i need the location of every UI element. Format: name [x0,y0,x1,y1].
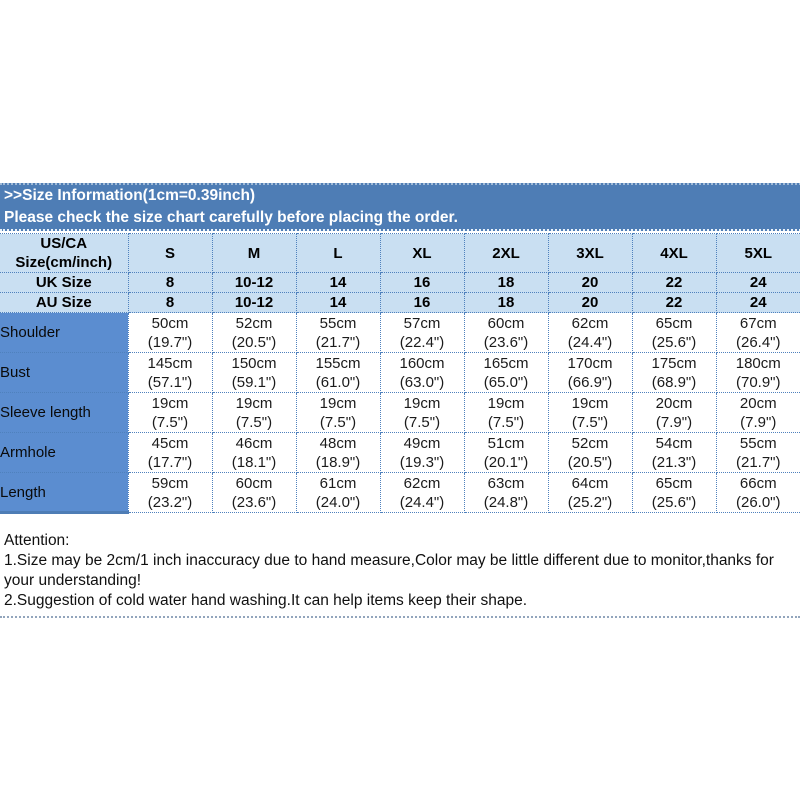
attention-note-2: 2.Suggestion of cold water hand washing.… [4,592,528,609]
size-header-xl: XL [379,233,465,273]
table-row-shoulder: Shoulder 50cm (19.7") 52cm (20.5") 55cm … [0,312,800,353]
measure-cell: 160cm (63.0") [379,352,465,393]
measure-cell: 54cm (21.3") [631,432,717,473]
measure-cell: 55cm (21.7") [715,432,800,473]
measure-cell: 60cm (23.6") [211,472,297,513]
measure-cell: 50cm (19.7") [127,312,213,353]
measure-cell: 59cm (23.2") [127,472,213,513]
measure-cell: 19cm (7.5") [295,392,381,433]
uk-size-value: 24 [715,272,800,293]
measure-cell: 20cm (7.9") [715,392,800,433]
measure-label-shoulder: Shoulder [0,312,129,353]
measure-cell: 155cm (61.0") [295,352,381,393]
size-chart-table: US/CA Size(cm/inch) S M L XL 2XL 3XL 4XL… [0,233,800,514]
size-header-m: M [211,233,297,273]
au-size-value: 16 [379,292,465,313]
uk-size-value: 14 [295,272,381,293]
measure-cell: 48cm (18.9") [295,432,381,473]
banner-title: >>Size Information(1cm=0.39inch) [4,187,256,204]
measure-cell: 65cm (25.6") [631,472,717,513]
measure-cell: 52cm (20.5") [211,312,297,353]
size-header-5xl: 5XL [715,233,800,273]
au-size-value: 22 [631,292,717,313]
au-size-value: 20 [547,292,633,313]
au-size-value: 14 [295,292,381,313]
measure-cell: 19cm (7.5") [547,392,633,433]
attention-title: Attention: [4,532,70,549]
attention-notes: Attention: 1.Size may be 2cm/1 inch inac… [4,531,796,611]
au-size-value: 18 [463,292,549,313]
measure-label-length: Length [0,472,129,514]
measure-cell: 60cm (23.6") [463,312,549,353]
measure-cell: 45cm (17.7") [127,432,213,473]
measure-cell: 165cm (65.0") [463,352,549,393]
measure-cell: 65cm (25.6") [631,312,717,353]
table-row-uk-size: UK Size 8 10-12 14 16 18 20 22 24 [0,272,800,293]
table-row-size-headers: US/CA Size(cm/inch) S M L XL 2XL 3XL 4XL… [0,233,800,273]
measure-cell: 51cm (20.1") [463,432,549,473]
measure-cell: 52cm (20.5") [547,432,633,473]
measure-cell: 19cm (7.5") [463,392,549,433]
measure-cell: 19cm (7.5") [211,392,297,433]
uk-size-value: 18 [463,272,549,293]
measure-cell: 19cm (7.5") [127,392,213,433]
uk-size-label: UK Size [0,272,129,293]
size-header-3xl: 3XL [547,233,633,273]
measure-cell: 46cm (18.1") [211,432,297,473]
au-size-value: 24 [715,292,800,313]
uk-size-value: 8 [127,272,213,293]
size-header-l: L [295,233,381,273]
table-row-length: Length 59cm (23.2") 60cm (23.6") 61cm (2… [0,472,800,514]
measure-cell: 66cm (26.0") [715,472,800,513]
measure-cell: 180cm (70.9") [715,352,800,393]
table-row-armhole: Armhole 45cm (17.7") 46cm (18.1") 48cm (… [0,432,800,473]
table-row-au-size: AU Size 8 10-12 14 16 18 20 22 24 [0,292,800,313]
au-size-value: 10-12 [211,292,297,313]
uk-size-value: 22 [631,272,717,293]
measure-cell: 67cm (26.4") [715,312,800,353]
measure-cell: 19cm (7.5") [379,392,465,433]
uk-size-value: 10-12 [211,272,297,293]
measure-cell: 145cm (57.1") [127,352,213,393]
attention-note-1: 1.Size may be 2cm/1 inch inaccuracy due … [4,552,774,589]
measure-cell: 62cm (24.4") [379,472,465,513]
size-header-4xl: 4XL [631,233,717,273]
size-header-s: S [127,233,213,273]
uk-size-value: 20 [547,272,633,293]
au-size-value: 8 [127,292,213,313]
measure-cell: 170cm (66.9") [547,352,633,393]
measure-cell: 64cm (25.2") [547,472,633,513]
measure-cell: 63cm (24.8") [463,472,549,513]
table-row-bust: Bust 145cm (57.1") 150cm (59.1") 155cm (… [0,352,800,393]
measure-cell: 55cm (21.7") [295,312,381,353]
measure-cell: 62cm (24.4") [547,312,633,353]
size-header-2xl: 2XL [463,233,549,273]
measure-label-sleeve-length: Sleeve length [0,392,129,433]
uk-size-value: 16 [379,272,465,293]
table-row-sleeve-length: Sleeve length 19cm (7.5") 19cm (7.5") 19… [0,392,800,433]
corner-header-cell: US/CA Size(cm/inch) [0,233,129,273]
measure-cell: 57cm (22.4") [379,312,465,353]
measure-cell: 150cm (59.1") [211,352,297,393]
measure-label-armhole: Armhole [0,432,129,473]
measure-label-bust: Bust [0,352,129,393]
bottom-divider [0,616,800,618]
banner: >>Size Information(1cm=0.39inch) Please … [0,183,800,231]
measure-cell: 61cm (24.0") [295,472,381,513]
measure-cell: 175cm (68.9") [631,352,717,393]
measure-cell: 20cm (7.9") [631,392,717,433]
measure-cell: 49cm (19.3") [379,432,465,473]
au-size-label: AU Size [0,292,129,313]
banner-subtitle: Please check the size chart carefully be… [4,209,458,226]
